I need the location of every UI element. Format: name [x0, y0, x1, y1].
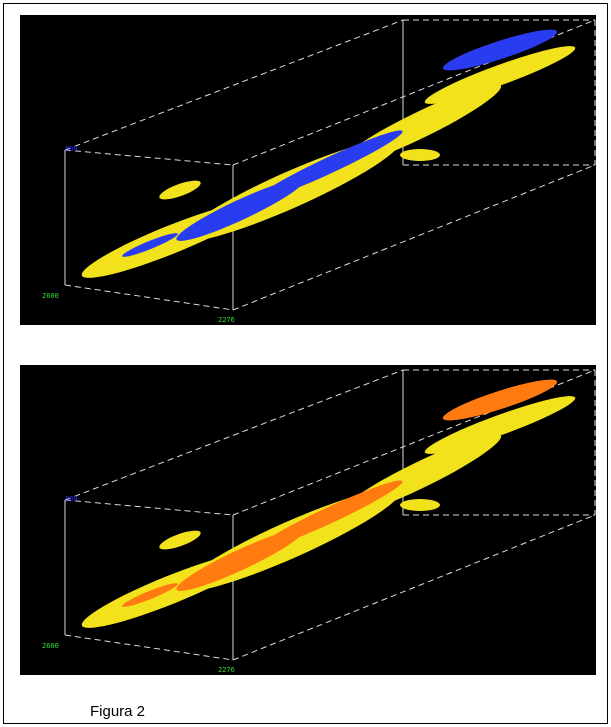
horizontal-label: 2276 [218, 316, 235, 324]
vertical-label: 800 [65, 145, 78, 153]
depth-label: 2600 [42, 642, 59, 650]
panel-bottom: 800 2600 2276 [20, 365, 596, 675]
caption: Figura 2 [90, 703, 145, 720]
horizontal-label: 2276 [218, 666, 235, 674]
panel-top: 800 2600 2276 [20, 15, 596, 325]
figure-page: 800 2600 2276 800 2600 2276 Figura 2 [0, 0, 611, 727]
depth-label: 2600 [42, 292, 59, 300]
vertical-label: 800 [65, 495, 78, 503]
